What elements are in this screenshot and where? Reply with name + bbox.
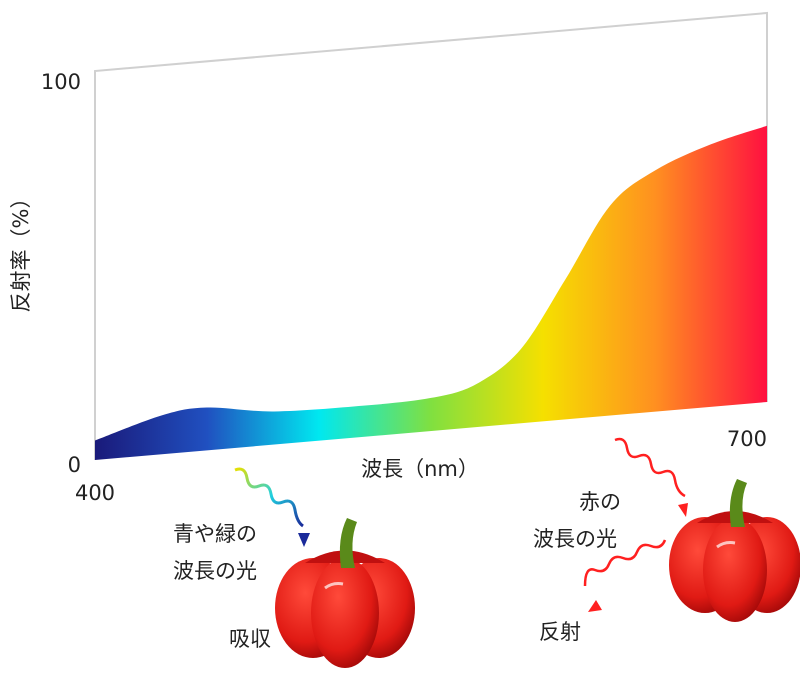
annotation: 青や緑の [173,522,257,546]
wave-arrow [614,437,686,498]
annotation: 赤の [579,490,621,514]
pepper [275,518,415,668]
pepper [669,479,800,622]
annotation: 吸収 [229,627,271,651]
arrow-head [588,600,602,612]
arrow-head [298,533,310,547]
y-axis-label: 反射率（%） [9,188,33,313]
x-axis-label: 波長（nm） [361,457,479,481]
annotation: 波長の光 [533,527,617,551]
x-tick-label: 400 [75,481,115,505]
x-tick-label: 700 [727,427,767,451]
area [95,125,767,460]
y-tick-label: 0 [68,453,81,477]
annotation: 反射 [539,620,581,644]
y-tick-label: 100 [41,70,81,94]
arrow-head [678,503,688,517]
wave-arrow [583,539,667,587]
plot-area [94,11,768,460]
annotation: 波長の光 [173,559,257,583]
wave-arrow [234,467,304,528]
